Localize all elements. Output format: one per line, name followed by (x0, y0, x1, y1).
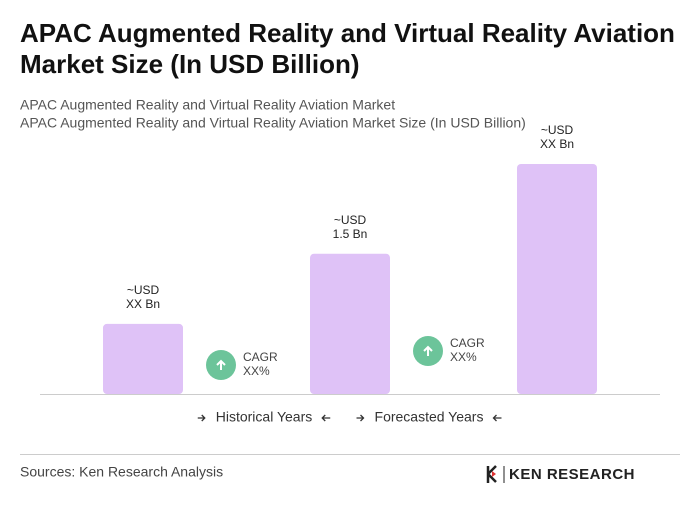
value-label: XX Bn (540, 137, 574, 151)
cagr-arrow (423, 345, 433, 356)
legend-arrow (321, 414, 331, 422)
legend-arrow (197, 414, 206, 422)
logo: KEN RESEARCH (486, 465, 635, 483)
logo-icon (492, 471, 496, 477)
subtitle: APAC Augmented Reality and Virtual Reali… (20, 115, 526, 131)
value-label: ~USD (541, 123, 574, 137)
cagr-label: XX% (243, 364, 270, 378)
value-label: 1.5 Bn (333, 227, 368, 241)
legend-label: Forecasted Years (375, 409, 484, 425)
legend-arrow (492, 414, 502, 422)
cagr-label: XX% (450, 350, 477, 364)
value-label: ~USD (127, 283, 160, 297)
bar (310, 253, 390, 394)
logo-icon (486, 465, 497, 483)
value-label: ~USD (334, 213, 367, 227)
legend-arrow (356, 414, 365, 422)
chart-title: APAC Augmented Reality and Virtual Reali… (20, 18, 675, 79)
cagr-arrow (216, 359, 226, 370)
legend-label: Historical Years (216, 409, 313, 425)
cagr-label: CAGR (243, 350, 278, 364)
bar (517, 164, 597, 394)
subtitle: APAC Augmented Reality and Virtual Reali… (20, 97, 395, 113)
cagr-label: CAGR (450, 336, 485, 350)
logo-text: KEN RESEARCH (509, 466, 635, 483)
value-label: XX Bn (126, 297, 160, 311)
bar (103, 323, 183, 394)
source: Sources: Ken Research Analysis (20, 464, 223, 480)
